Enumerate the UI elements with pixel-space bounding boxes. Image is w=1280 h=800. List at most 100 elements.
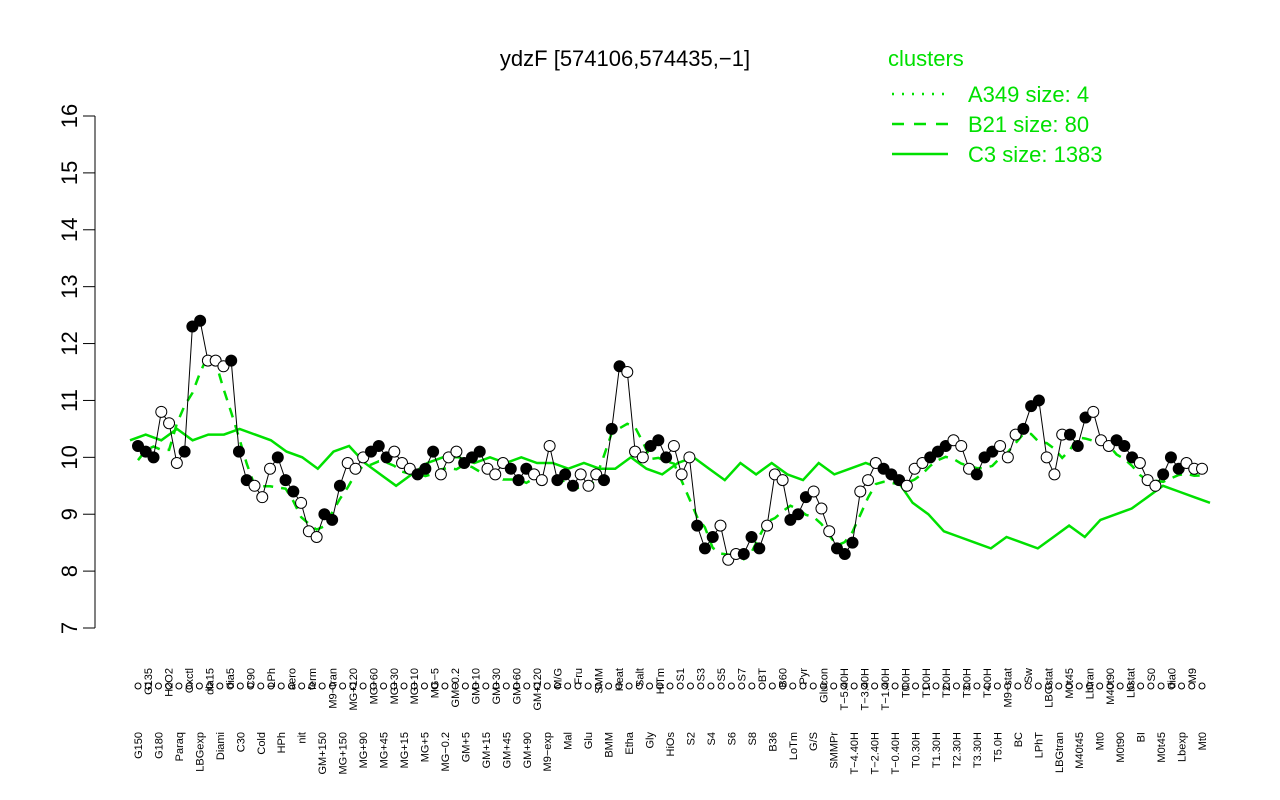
x-tick-label-23: MG+60 xyxy=(368,668,380,704)
x-tick-label-57: S5 xyxy=(716,668,728,681)
x-tick-marker-32 xyxy=(461,682,469,690)
x-tick-label-62: B36 xyxy=(767,732,779,752)
x-tick-label-89: LBGstat xyxy=(1044,668,1056,708)
x-tick-marker-26 xyxy=(400,682,408,690)
x-tick-label-15: aero xyxy=(286,668,298,690)
x-tick-marker-33 xyxy=(472,682,480,690)
x-tick-marker-28 xyxy=(420,682,428,690)
x-tick-label-86: BC xyxy=(1013,732,1025,747)
x-tick-label-102: Lbexp xyxy=(1177,732,1189,762)
y-tick-label-2: 9 xyxy=(57,508,82,520)
x-tick-label-84: T5.0H xyxy=(992,732,1004,762)
data-point-48 xyxy=(504,462,517,475)
x-tick-label-98: BI xyxy=(1136,732,1148,742)
x-tick-marker-43 xyxy=(574,682,582,690)
x-tick-label-32: GM+5 xyxy=(460,732,472,762)
x-tick-label-5: Oxctl xyxy=(184,668,196,693)
data-point-70 xyxy=(675,468,688,481)
x-tick-marker-83 xyxy=(983,682,991,690)
data-point-57 xyxy=(574,468,587,481)
y-tick-label-6: 13 xyxy=(57,274,82,298)
x-tick-marker-52 xyxy=(666,682,674,690)
x-tick-marker-67 xyxy=(819,682,827,690)
x-tick-label-0: G150 xyxy=(133,732,145,759)
legend-label-1: B21 size: 80 xyxy=(968,112,1089,137)
x-tick-label-42: Mal xyxy=(563,732,575,750)
x-tick-label-34: GM+15 xyxy=(481,732,493,768)
data-point-17 xyxy=(264,462,277,475)
x-tick-label-92: M40t45 xyxy=(1074,732,1086,769)
x-tick-marker-80 xyxy=(952,682,960,690)
data-point-16 xyxy=(256,491,269,504)
x-tick-label-43: Fru xyxy=(573,668,585,685)
x-tick-marker-9 xyxy=(226,682,234,690)
y-axis: 7 8 9 10 11 12 13 14 15 16 xyxy=(57,104,96,634)
x-tick-label-66: G/S xyxy=(808,732,820,751)
data-point-60 xyxy=(597,474,610,487)
x-tick-marker-63 xyxy=(779,682,787,690)
x-tick-label-47: Heat xyxy=(614,668,626,691)
data-point-87 xyxy=(807,485,820,498)
x-tick-label-31: GM−0.2 xyxy=(450,668,462,707)
x-tick-marker-62 xyxy=(768,682,776,690)
data-point-120 xyxy=(1063,428,1076,441)
data-point-67 xyxy=(652,434,665,447)
x-tick-label-64: LoTm xyxy=(788,732,800,760)
x-tick-marker-96 xyxy=(1116,682,1124,690)
x-tick-marker-7 xyxy=(206,682,214,690)
data-point-75 xyxy=(714,519,727,532)
x-tick-label-103: M9 xyxy=(1187,668,1199,683)
x-tick-marker-2 xyxy=(154,682,162,690)
legend: clusters A349 size: 4 B21 size: 80 C3 size… xyxy=(888,46,1103,167)
x-tick-marker-29 xyxy=(431,682,439,690)
x-tick-marker-51 xyxy=(656,682,664,690)
data-point-131 xyxy=(1149,479,1162,492)
data-point-94 xyxy=(862,474,875,487)
x-tick-marker-76 xyxy=(912,682,920,690)
x-tick-label-63: B60 xyxy=(778,668,790,688)
data-point-19 xyxy=(279,474,292,487)
data-point-56 xyxy=(566,479,579,492)
x-tick-marker-65 xyxy=(799,682,807,690)
x-tick-marker-44 xyxy=(584,682,592,690)
x-tick-label-1: G135 xyxy=(143,668,155,695)
x-tick-marker-84 xyxy=(993,682,1001,690)
y-tick-label-1: 8 xyxy=(57,565,82,577)
data-point-46 xyxy=(489,468,502,481)
x-tick-marker-30 xyxy=(441,682,449,690)
data-point-111 xyxy=(994,439,1007,452)
x-tick-marker-60 xyxy=(748,682,756,690)
x-tick-marker-35 xyxy=(492,682,500,690)
x-tick-label-13: LPh xyxy=(266,668,278,688)
data-point-89 xyxy=(823,525,836,538)
x-tick-label-40: M9−exp xyxy=(542,732,554,771)
x-tick-marker-104 xyxy=(1198,682,1206,690)
y-tick-label-8: 15 xyxy=(57,161,82,185)
data-point-69 xyxy=(667,439,680,452)
data-point-25 xyxy=(326,513,339,526)
x-tick-label-88: LPhT xyxy=(1033,732,1045,759)
data-point-12 xyxy=(225,354,238,367)
x-tick-marker-57 xyxy=(717,682,725,690)
x-tick-label-16: nit xyxy=(297,732,309,744)
x-tick-marker-48 xyxy=(625,682,633,690)
data-point-41 xyxy=(450,445,463,458)
x-tick-label-20: MG+150 xyxy=(338,732,350,775)
x-tick-marker-85 xyxy=(1004,682,1012,690)
x-tick-marker-42 xyxy=(564,682,572,690)
x-tick-label-4: Paraq xyxy=(174,732,186,761)
x-tick-label-87: Sw xyxy=(1023,668,1035,683)
data-point-20 xyxy=(287,485,300,498)
x-tick-label-104: Mt0 xyxy=(1197,732,1209,750)
data-point-99 xyxy=(900,479,913,492)
data-point-39 xyxy=(434,468,447,481)
x-tick-marker-4 xyxy=(175,682,183,690)
x-tick-marker-1 xyxy=(144,682,152,690)
data-point-26 xyxy=(333,479,346,492)
x-tick-label-56: S4 xyxy=(706,732,718,745)
data-point-133 xyxy=(1164,451,1177,464)
points-connector xyxy=(137,319,1202,561)
data-point-61 xyxy=(605,422,618,435)
data-point-37 xyxy=(419,462,432,475)
x-tick-marker-88 xyxy=(1034,682,1042,690)
